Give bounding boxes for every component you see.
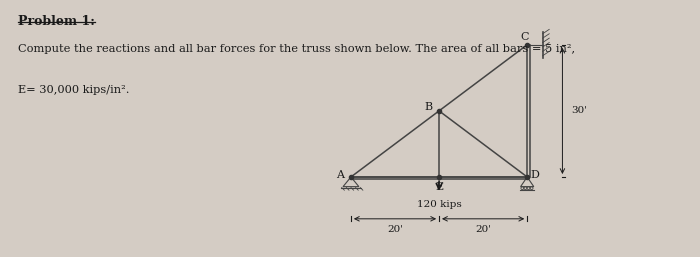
Text: 120 kips: 120 kips bbox=[416, 200, 461, 209]
Text: 20': 20' bbox=[387, 225, 403, 234]
Text: B: B bbox=[424, 102, 432, 112]
Text: Problem 1:: Problem 1: bbox=[18, 15, 95, 29]
Text: Compute the reactions and all bar forces for the truss shown below. The area of : Compute the reactions and all bar forces… bbox=[18, 44, 575, 54]
Text: C: C bbox=[521, 32, 529, 42]
Text: E: E bbox=[435, 182, 443, 192]
Text: D: D bbox=[531, 170, 540, 180]
Text: E= 30,000 kips/in².: E= 30,000 kips/in². bbox=[18, 85, 129, 95]
Text: A: A bbox=[336, 170, 344, 180]
Text: 20': 20' bbox=[475, 225, 491, 234]
Text: 30': 30' bbox=[571, 106, 587, 115]
